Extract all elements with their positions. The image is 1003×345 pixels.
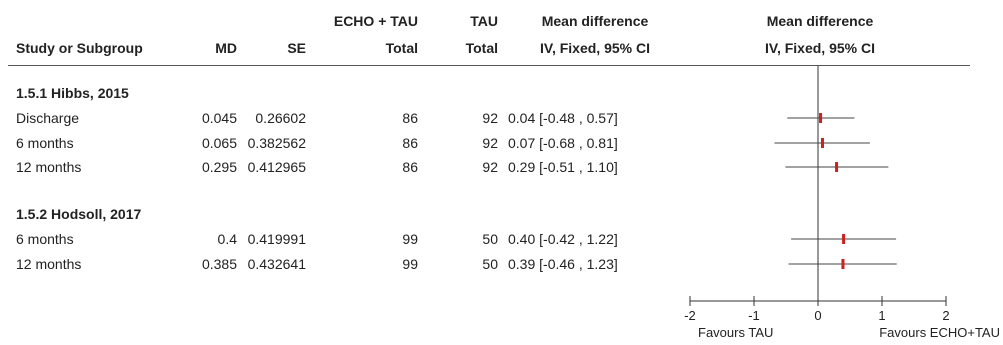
point-estimate (842, 234, 845, 244)
favours-left-label: Favours TAU (698, 325, 773, 341)
favours-right-label: Favours ECHO+TAU (820, 325, 1000, 341)
tick-label: 0 (803, 309, 833, 323)
tick-label: 1 (867, 309, 897, 323)
point-estimate (821, 138, 824, 148)
point-estimate (835, 162, 838, 172)
tick-label: -2 (675, 309, 705, 323)
tick-label: 2 (931, 309, 961, 323)
tick-label: -1 (739, 309, 769, 323)
point-estimate (819, 113, 822, 123)
point-estimate (841, 259, 844, 269)
